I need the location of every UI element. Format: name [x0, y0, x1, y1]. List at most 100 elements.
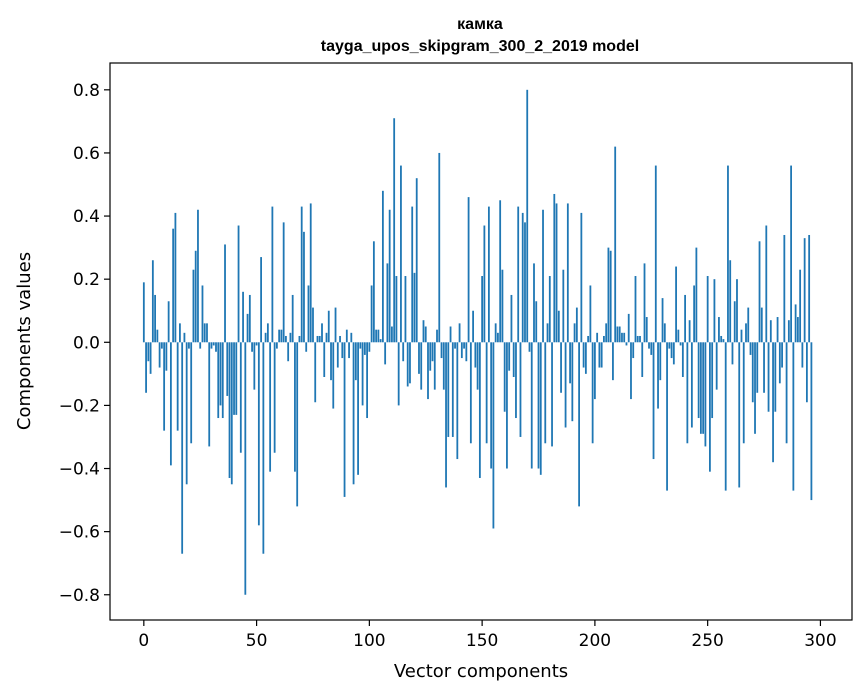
- bar: [612, 342, 614, 381]
- bar: [208, 342, 211, 447]
- bar: [670, 342, 673, 359]
- bar: [357, 342, 359, 475]
- bar: [553, 193, 556, 343]
- bar: [156, 329, 159, 343]
- bar: [598, 342, 601, 368]
- bar: [253, 342, 256, 390]
- bar: [388, 209, 391, 343]
- bar: [796, 317, 799, 343]
- bar: [499, 200, 502, 343]
- bar: [467, 197, 470, 343]
- bar: [618, 326, 621, 343]
- bar: [781, 342, 783, 368]
- bar: [352, 342, 355, 485]
- bar: [621, 332, 623, 343]
- bar: [239, 342, 242, 453]
- bar: [672, 342, 675, 365]
- bar: [350, 332, 353, 343]
- bar: [731, 342, 734, 365]
- y-tick-label: 0.0: [73, 333, 100, 353]
- bar: [217, 342, 220, 419]
- bar: [469, 342, 472, 444]
- bar: [370, 285, 373, 343]
- bar: [339, 335, 341, 343]
- bar: [609, 250, 612, 343]
- x-tick-label: 200: [579, 631, 611, 651]
- bar: [555, 203, 558, 343]
- bar: [194, 250, 197, 343]
- bar: [199, 342, 202, 349]
- bar: [354, 342, 357, 381]
- bar: [411, 206, 414, 343]
- bar: [147, 342, 150, 362]
- bar: [275, 342, 278, 349]
- bar: [257, 342, 260, 526]
- bar: [201, 285, 204, 343]
- bar: [659, 342, 662, 381]
- bar: [404, 276, 407, 343]
- bar: [487, 206, 490, 343]
- bar: [749, 342, 752, 355]
- x-axis-label: Vector components: [394, 661, 568, 682]
- bar: [158, 342, 161, 368]
- y-tick-label: −0.2: [59, 396, 100, 416]
- bar: [303, 231, 305, 343]
- bar: [334, 307, 337, 343]
- bar: [600, 342, 603, 368]
- bar: [623, 332, 626, 343]
- x-tick-label: 300: [804, 631, 836, 651]
- bar: [359, 342, 362, 349]
- bar: [548, 276, 551, 343]
- bar: [192, 269, 195, 343]
- bar: [562, 269, 565, 343]
- bar: [361, 342, 364, 406]
- bar: [456, 342, 459, 460]
- bar: [197, 209, 199, 343]
- bar: [727, 165, 729, 343]
- bar: [472, 310, 474, 343]
- bar: [442, 342, 445, 390]
- bar: [661, 298, 664, 343]
- bar: [517, 206, 520, 343]
- bar: [235, 342, 238, 415]
- bar: [436, 329, 438, 343]
- bar: [709, 342, 711, 472]
- bar: [704, 342, 707, 447]
- bar: [695, 247, 698, 343]
- bar: [242, 291, 244, 343]
- bar: [787, 320, 790, 343]
- x-tick-label: 150: [466, 631, 498, 651]
- x-tick-label: 100: [353, 631, 385, 651]
- bar: [508, 342, 511, 371]
- bar: [233, 342, 235, 415]
- bar: [314, 342, 317, 403]
- bar: [422, 320, 425, 343]
- bar: [366, 342, 368, 419]
- bar: [542, 209, 544, 343]
- bar: [501, 269, 504, 343]
- bar: [463, 342, 465, 349]
- bar: [142, 282, 145, 343]
- bar: [580, 212, 583, 343]
- bar: [557, 310, 560, 343]
- bar: [616, 326, 619, 343]
- bar: [188, 342, 190, 349]
- bar: [298, 335, 301, 343]
- bar: [537, 342, 540, 469]
- bar: [733, 301, 736, 343]
- bar: [560, 342, 562, 393]
- bar: [400, 165, 402, 343]
- bar: [296, 342, 299, 507]
- bar: [474, 342, 477, 368]
- bar: [747, 307, 750, 343]
- bar: [418, 342, 420, 374]
- bar: [614, 146, 617, 343]
- bar: [206, 323, 208, 343]
- bar: [294, 342, 296, 472]
- bar: [228, 342, 231, 478]
- bar: [377, 329, 380, 343]
- x-tick-label: 50: [246, 631, 268, 651]
- bar: [625, 342, 628, 346]
- bar: [765, 225, 768, 343]
